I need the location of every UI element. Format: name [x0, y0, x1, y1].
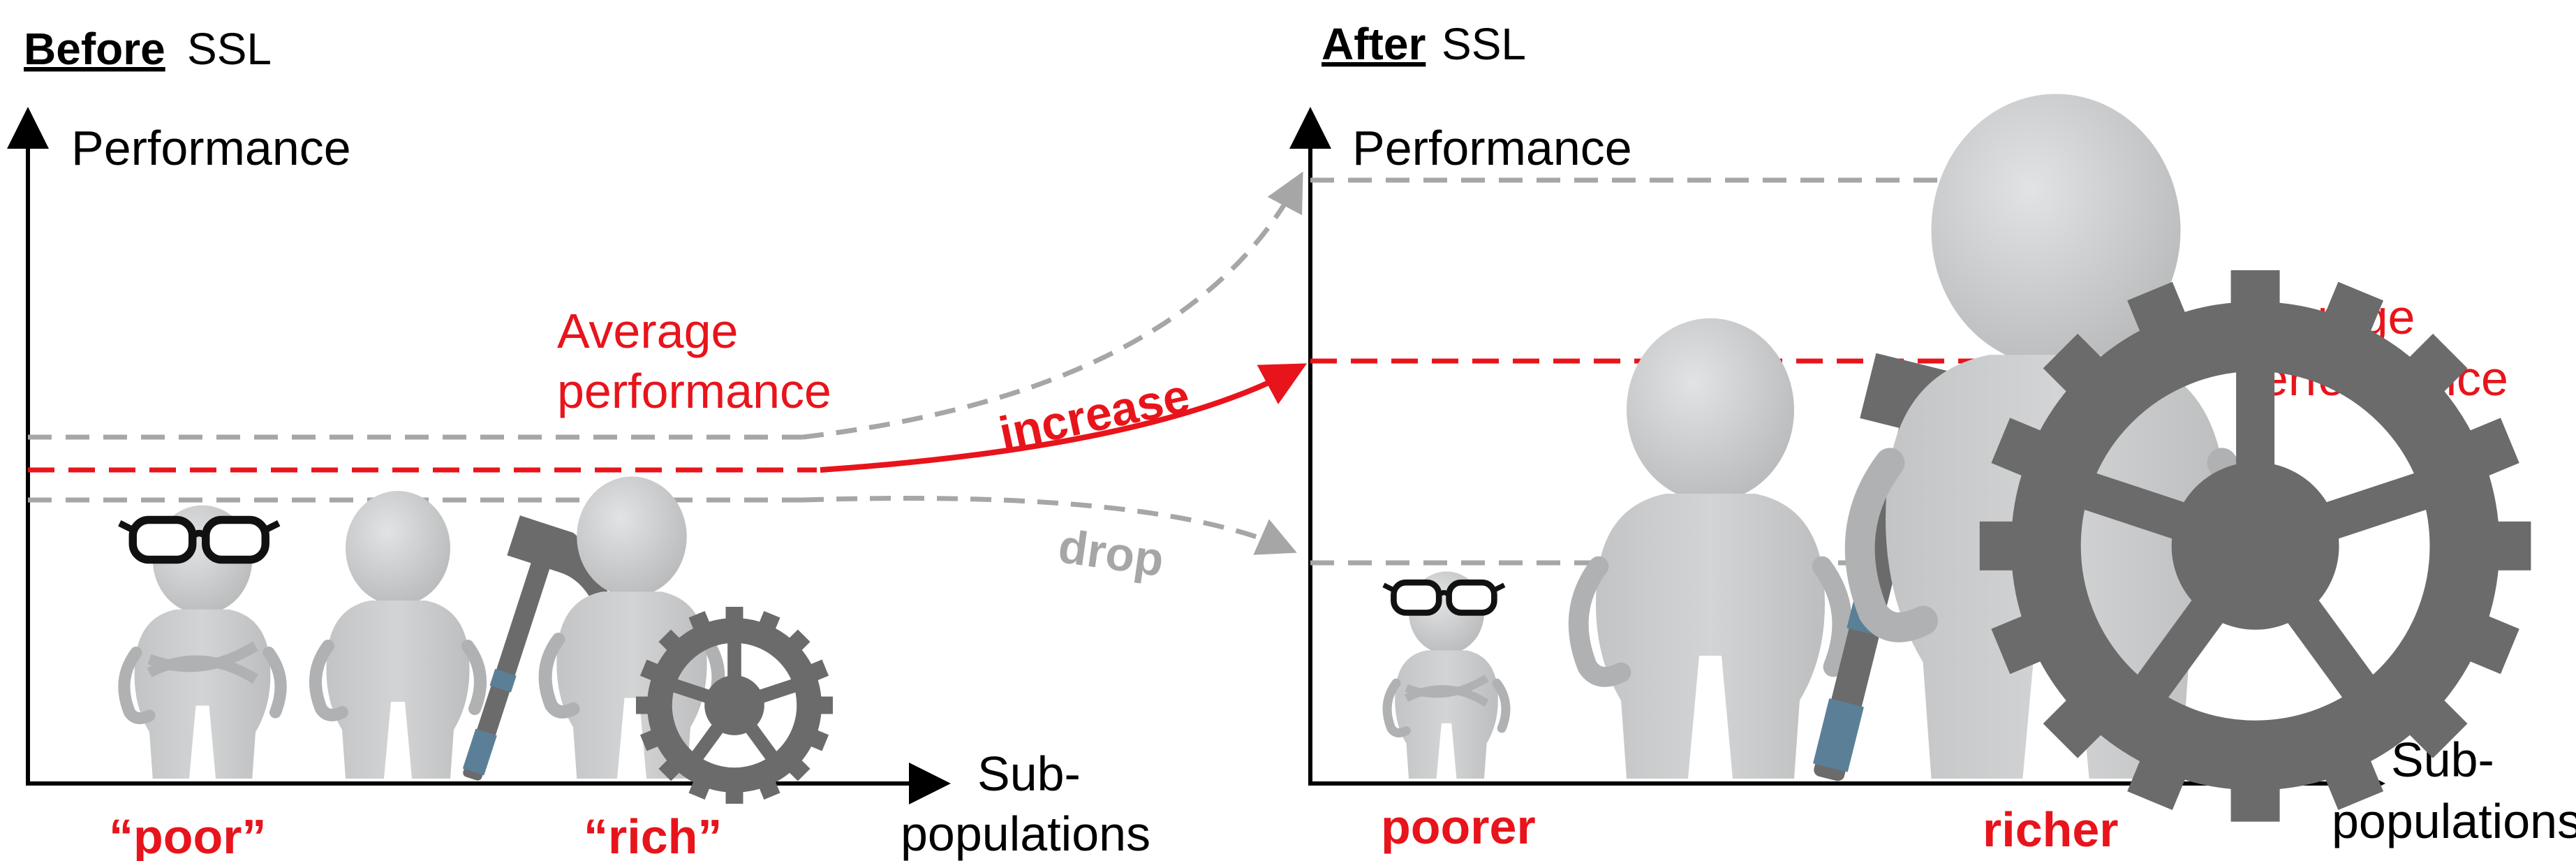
after-title-rest: SSL: [1442, 19, 1526, 69]
before-panel: Before SSL Performance Sub- populations …: [6, 24, 1150, 861]
drop-label: drop: [1056, 520, 1167, 587]
increase-arrow: [820, 363, 1308, 473]
after-richer-label: richer: [1983, 802, 2119, 857]
lower-transition-arrow: [802, 495, 1297, 555]
before-average-label-1: Average: [557, 304, 738, 358]
increase-label: increase: [995, 369, 1194, 461]
after-poorer-label: poorer: [1381, 800, 1536, 854]
before-poor-label: “poor”: [109, 809, 267, 861]
before-rich-label: “rich”: [584, 809, 722, 861]
before-poor-figure-icon: [119, 506, 281, 779]
before-x-axis-label-1: Sub-: [977, 746, 1081, 801]
after-y-axis-label: Performance: [1352, 121, 1632, 175]
upper-transition-arrow: [802, 171, 1303, 440]
before-y-axis-label: Performance: [71, 121, 351, 175]
after-poorer-figure-icon: [1384, 571, 1506, 779]
after-title-bold: After: [1322, 19, 1426, 69]
before-title-bold: Before: [24, 24, 165, 74]
after-richer-figure-icon: [1860, 94, 2531, 821]
after-panel: After SSL Performance Sub- populations A…: [1289, 19, 2576, 857]
before-rich-figure-icon: [545, 476, 833, 804]
transition: increase drop: [802, 171, 1308, 587]
after-x-axis-label-2: populations: [2332, 794, 2576, 848]
before-x-axis-label-2: populations: [901, 807, 1150, 861]
before-average-label-2: performance: [557, 364, 831, 418]
before-title-rest: SSL: [187, 24, 272, 74]
